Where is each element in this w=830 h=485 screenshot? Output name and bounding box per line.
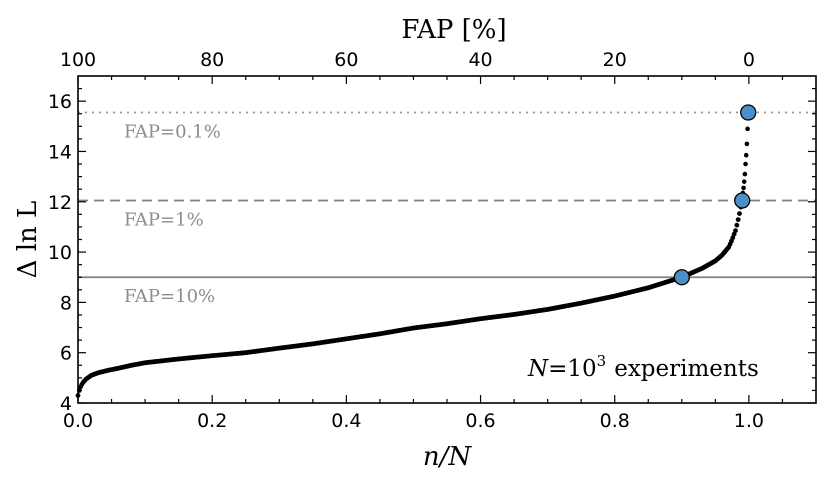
threshold-labels: FAP=0.1% FAP=1% FAP=10%	[124, 121, 221, 307]
y-tick-label: 14	[48, 141, 72, 163]
data-point	[737, 211, 742, 216]
data-series	[75, 126, 750, 398]
x-tick-label: 0.8	[600, 410, 630, 432]
threshold-label: FAP=0.1%	[124, 121, 221, 142]
annotation-eq: =10	[548, 356, 597, 382]
data-point	[745, 126, 750, 132]
top-tick-label: 60	[334, 49, 358, 71]
y-tick-label: 4	[60, 393, 72, 415]
y-tick-label: 16	[48, 91, 72, 113]
x-axis-title: n/N	[423, 442, 473, 472]
top-tick-label: 80	[200, 49, 224, 71]
data-point	[741, 179, 747, 184]
y-tick-label: 10	[48, 242, 72, 264]
annotation-rest: experiments	[614, 356, 759, 382]
top-tick-label: 20	[603, 49, 627, 71]
x-tick-label: 0.4	[331, 410, 361, 432]
x-tick-label: 0.2	[197, 410, 227, 432]
threshold-lines	[78, 111, 816, 279]
y-tick-label: 8	[60, 292, 72, 314]
axis-ticks: 0.0 0.2 0.4 0.6 0.8 1.0 4 6 8 10 12 14 16 100 80 60 40 20…	[48, 49, 816, 432]
data-point	[741, 185, 746, 191]
data-point	[733, 228, 738, 234]
y-tick-label: 12	[48, 192, 72, 214]
highlight-point	[673, 269, 690, 286]
data-point	[744, 141, 750, 147]
annotation-n: N	[527, 356, 549, 382]
y-tick-label: 6	[60, 343, 72, 365]
experiments-annotation: N=103 experiments	[527, 352, 759, 382]
top-tick-label: 0	[743, 49, 755, 71]
data-point	[734, 222, 740, 228]
data-point	[743, 161, 748, 167]
top-axis-title: FAP [%]	[401, 15, 506, 45]
threshold-label: FAP=1%	[124, 210, 204, 231]
data-point	[743, 152, 749, 158]
highlight-point	[740, 104, 757, 121]
data-point	[735, 217, 741, 223]
x-tick-label: 0.0	[63, 410, 93, 432]
highlight-point	[734, 192, 751, 209]
annotation-exp: 3	[597, 352, 607, 370]
x-tick-label: 1.0	[734, 410, 764, 432]
threshold-label: FAP=10%	[124, 286, 215, 307]
top-tick-label: 40	[468, 49, 492, 71]
highlight-points	[673, 104, 757, 286]
x-tick-label: 0.6	[465, 410, 495, 432]
y-axis-title: Δ ln L	[13, 201, 43, 279]
data-point	[742, 171, 748, 177]
top-tick-label: 100	[60, 49, 96, 71]
